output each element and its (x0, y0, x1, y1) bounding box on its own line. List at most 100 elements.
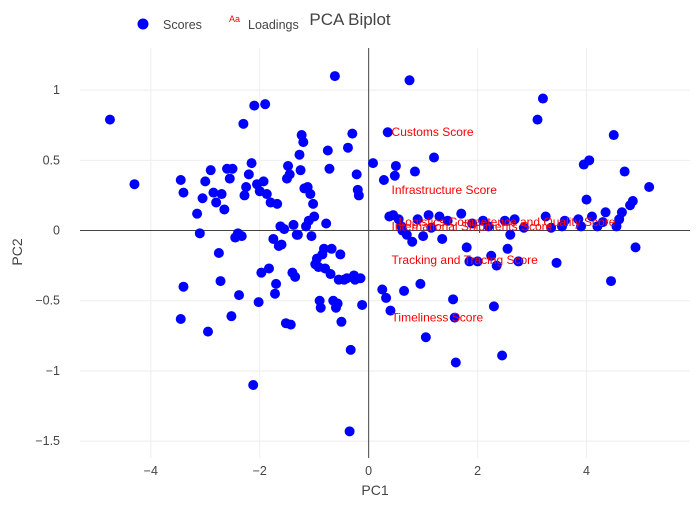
score-point[interactable] (283, 160, 294, 171)
score-point[interactable] (326, 243, 337, 254)
score-point[interactable] (200, 176, 211, 187)
loading-label[interactable]: International Shipments Score (392, 219, 553, 233)
score-point[interactable] (532, 114, 543, 125)
score-point[interactable] (249, 100, 260, 111)
score-point[interactable] (192, 208, 203, 219)
score-point[interactable] (420, 332, 431, 343)
score-point[interactable] (377, 284, 388, 295)
score-point[interactable] (559, 215, 570, 226)
score-point[interactable] (309, 211, 320, 222)
score-point[interactable] (239, 190, 250, 201)
score-point[interactable] (306, 231, 317, 242)
score-point[interactable] (219, 204, 230, 215)
score-point[interactable] (292, 229, 303, 240)
score-point[interactable] (404, 75, 415, 86)
score-point[interactable] (284, 169, 295, 180)
score-point[interactable] (600, 207, 611, 218)
score-point[interactable] (305, 189, 316, 200)
score-point[interactable] (294, 149, 305, 160)
score-point[interactable] (597, 217, 608, 228)
score-point[interactable] (256, 267, 267, 278)
score-point[interactable] (401, 229, 412, 240)
legend-item-loadings[interactable]: Aa Loadings (229, 14, 299, 32)
loading-label[interactable]: Infrastructure Score (392, 183, 498, 197)
score-point[interactable] (290, 271, 301, 282)
score-point[interactable] (513, 256, 524, 267)
score-point[interactable] (429, 152, 440, 163)
score-point[interactable] (288, 219, 299, 230)
score-point[interactable] (175, 174, 186, 185)
score-point[interactable] (442, 215, 453, 226)
score-point[interactable] (194, 228, 205, 239)
score-point[interactable] (211, 197, 222, 208)
score-point[interactable] (260, 99, 271, 110)
score-point[interactable] (537, 93, 548, 104)
loading-label[interactable]: Tracking and Tracing Score (392, 253, 539, 267)
score-point[interactable] (197, 193, 208, 204)
score-point[interactable] (272, 198, 283, 209)
score-point[interactable] (216, 189, 227, 200)
score-point[interactable] (319, 243, 329, 254)
score-point[interactable] (486, 250, 497, 261)
score-point[interactable] (271, 278, 282, 289)
score-point[interactable] (456, 208, 467, 219)
score-point[interactable] (461, 242, 472, 253)
score-point[interactable] (263, 263, 274, 274)
score-point[interactable] (423, 210, 434, 221)
score-point[interactable] (269, 288, 280, 299)
score-point[interactable] (390, 160, 401, 171)
score-point[interactable] (581, 194, 592, 205)
score-point[interactable] (241, 182, 252, 193)
score-point[interactable] (437, 233, 448, 244)
score-point[interactable] (325, 269, 336, 280)
score-point[interactable] (335, 249, 346, 260)
score-point[interactable] (584, 155, 595, 166)
score-point[interactable] (224, 173, 235, 184)
score-point[interactable] (227, 163, 238, 174)
score-point[interactable] (450, 357, 461, 368)
score-point[interactable] (342, 142, 353, 153)
score-point[interactable] (279, 224, 290, 235)
legend[interactable]: Scores Aa Loadings (137, 14, 299, 32)
score-point[interactable] (409, 166, 420, 177)
legend-item-scores[interactable]: Scores (137, 18, 202, 32)
loading-label[interactable]: Timeliness Score (392, 311, 484, 325)
score-point[interactable] (464, 256, 475, 267)
score-point[interactable] (344, 426, 355, 437)
score-point[interactable] (129, 179, 140, 190)
score-point[interactable] (449, 312, 460, 323)
score-point[interactable] (295, 165, 306, 176)
score-point[interactable] (321, 218, 332, 229)
score-point[interactable] (483, 221, 494, 232)
score-point[interactable] (285, 319, 296, 330)
score-point[interactable] (345, 344, 356, 355)
score-point[interactable] (472, 256, 483, 267)
score-point[interactable] (644, 182, 655, 193)
score-point[interactable] (551, 257, 562, 268)
score-point[interactable] (415, 278, 426, 289)
score-point[interactable] (505, 229, 516, 240)
score-point[interactable] (616, 207, 627, 218)
score-point[interactable] (351, 169, 362, 180)
score-point[interactable] (205, 165, 216, 176)
loading-label[interactable]: Logistics Competence and Quality Score (399, 215, 616, 229)
score-point[interactable] (248, 379, 259, 390)
score-point[interactable] (619, 166, 630, 177)
score-point[interactable] (407, 236, 418, 247)
score-point[interactable] (202, 326, 213, 337)
score-point[interactable] (412, 214, 423, 225)
score-point[interactable] (357, 299, 368, 310)
loading-label[interactable]: Customs Score (392, 125, 474, 139)
score-point[interactable] (630, 242, 641, 253)
score-point[interactable] (418, 231, 429, 242)
score-point[interactable] (268, 233, 279, 244)
score-point[interactable] (385, 305, 396, 316)
score-point[interactable] (627, 196, 638, 207)
score-point[interactable] (215, 276, 226, 287)
score-point[interactable] (434, 211, 445, 222)
score-point[interactable] (213, 248, 224, 258)
score-point[interactable] (399, 285, 410, 296)
score-point[interactable] (226, 311, 237, 322)
score-point[interactable] (518, 222, 529, 233)
score-point[interactable] (540, 211, 551, 222)
